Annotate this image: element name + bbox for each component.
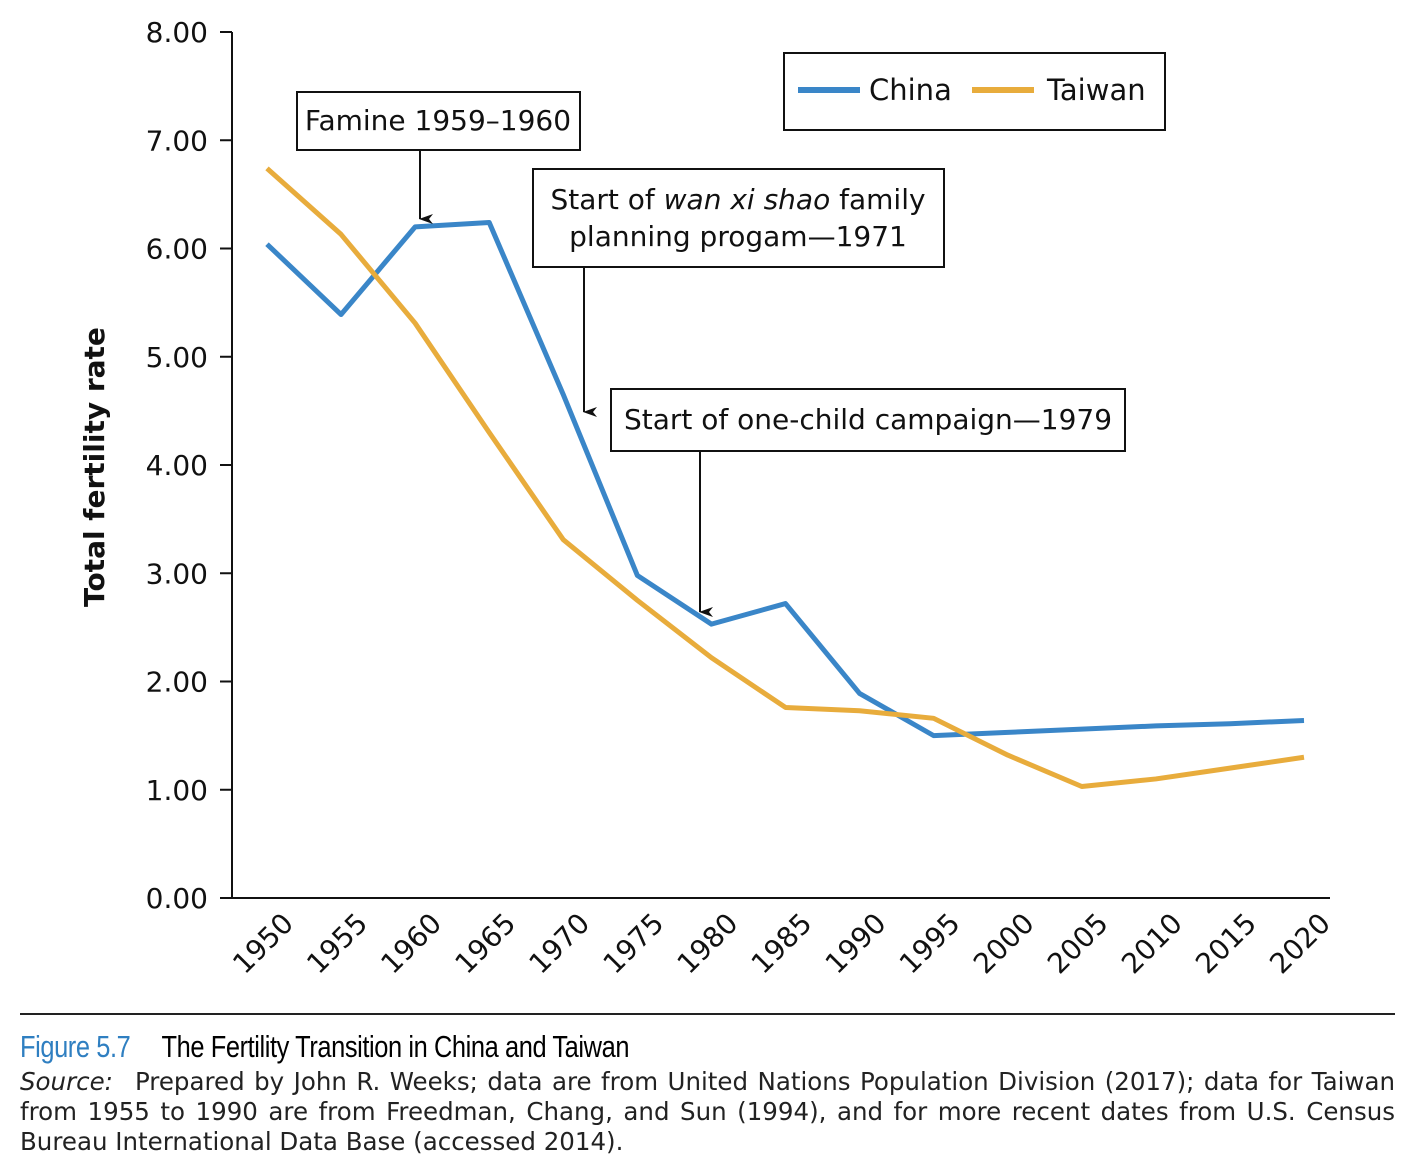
y-tick-label: 8.00	[146, 16, 208, 49]
x-tick-label: 2020	[1263, 907, 1337, 981]
x-tick-label: 1980	[671, 907, 745, 981]
x-tick-label: 1950	[226, 907, 300, 981]
figure-number: Figure 5.7	[20, 1029, 131, 1064]
x-tick-label: 1965	[448, 907, 522, 981]
x-tick-label: 1970	[523, 907, 597, 981]
x-tick-label: 1975	[597, 907, 671, 981]
source-label: Source:	[20, 1067, 113, 1096]
y-tick-label: 0.00	[146, 882, 208, 915]
x-tick-label: 1955	[300, 907, 374, 981]
y-axis-label: Total fertility rate	[78, 327, 111, 607]
y-tick-label: 3.00	[146, 557, 208, 590]
y-tick-label: 4.00	[146, 449, 208, 482]
annotation-famine-text: Famine 1959–1960	[305, 104, 571, 137]
legend-label-china: China	[869, 73, 952, 107]
y-tick-label: 6.00	[146, 233, 208, 266]
figure-source: Source: Prepared by John R. Weeks; data a…	[20, 1067, 1395, 1157]
x-tick-label: 2015	[1189, 907, 1263, 981]
x-tick-label: 1995	[893, 907, 967, 981]
x-tick-label: 1960	[374, 907, 448, 981]
x-tick-label: 1985	[745, 907, 819, 981]
x-tick-label: 2005	[1041, 907, 1115, 981]
y-tick-label: 2.00	[146, 666, 208, 699]
source-text: Prepared by John R. Weeks; data are from…	[20, 1067, 1395, 1156]
x-tick-label: 2010	[1115, 907, 1189, 981]
fertility-chart: 0.00 1.00 2.00 3.00 4.00 5.00 6.00 7.00 8.00 1950…	[78, 16, 1337, 981]
x-tick-label: 1990	[819, 907, 893, 981]
legend-label-taiwan: Taiwan	[1046, 73, 1146, 107]
annotation-famine: Famine 1959–1960	[296, 91, 581, 224]
y-tick-label: 1.00	[146, 774, 208, 807]
annotation-wanxishao-line1: Start of wan xi shao family	[550, 183, 925, 216]
figure-caption: Figure 5.7 The Fertility Transition in Ch…	[20, 1013, 1395, 1157]
annotation-onechild-text: Start of one-child campaign—1979	[624, 403, 1112, 436]
figure-title: The Fertility Transition in China and Ta…	[161, 1029, 630, 1064]
annotation-wan-xi-shao: Start of wan xi shao family planning pro…	[532, 168, 945, 417]
series-line-china	[265, 220, 1305, 739]
annotation-one-child: Start of one-child campaign—1979	[610, 388, 1126, 617]
y-tick-label: 7.00	[146, 124, 208, 157]
y-tick-label: 5.00	[146, 341, 208, 374]
annotation-wanxishao-line2: planning progam—1971	[569, 220, 907, 253]
legend: China Taiwan	[783, 52, 1166, 131]
x-tick-label: 2000	[967, 907, 1041, 981]
